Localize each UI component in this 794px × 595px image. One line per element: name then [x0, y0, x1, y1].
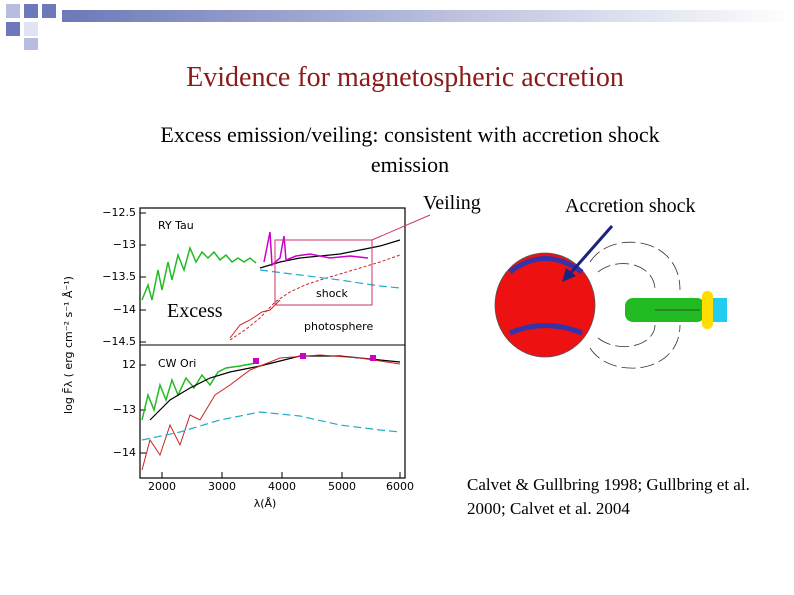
y-axis-label: log F̄λ ( erg cm⁻² s⁻¹ Å⁻¹) — [62, 276, 75, 414]
slide-subtitle: Excess emission/veiling: consistent with… — [160, 122, 660, 177]
annotation: Excess — [167, 300, 223, 322]
y-tick-label: −14 — [113, 446, 136, 459]
y-tick-label: −12.5 — [102, 206, 136, 219]
x-tick-label: 5000 — [328, 480, 356, 493]
citation: Calvet & Gullbring 1998; Gullbring et al… — [467, 475, 750, 518]
y-tick-label: −14 — [113, 303, 136, 316]
x-tick-label: 2000 — [148, 480, 176, 493]
x-tick-label: 3000 — [208, 480, 236, 493]
y-tick-label: −13.5 — [102, 270, 136, 283]
x-tick-label: 6000 — [386, 480, 414, 493]
y-tick-label: −13 — [113, 238, 136, 251]
y-tick-label: −14.5 — [102, 335, 136, 348]
corner-decoration — [6, 4, 794, 50]
x-axis-label: λ(Å) — [254, 497, 277, 510]
y-tick-label: −13 — [113, 403, 136, 416]
panel-label: CW Ori — [158, 357, 196, 370]
slide-title: Evidence for magnetospheric accretion — [186, 62, 624, 93]
curve-label: shock — [316, 287, 348, 300]
annotation: Accretion shock — [565, 195, 696, 217]
annotation: Veiling — [423, 192, 481, 214]
plot-text: −12.5 −13 −13.5 −14 −14.5 12 −13 −14 200… — [62, 206, 414, 510]
y-tick-label: 12 — [122, 358, 136, 371]
accretion-diagram — [494, 225, 727, 369]
x-tick-label: 4000 — [268, 480, 296, 493]
curve-label: photosphere — [304, 320, 373, 333]
panel-label: RY Tau — [158, 219, 194, 232]
spectra-plot — [139, 207, 431, 479]
